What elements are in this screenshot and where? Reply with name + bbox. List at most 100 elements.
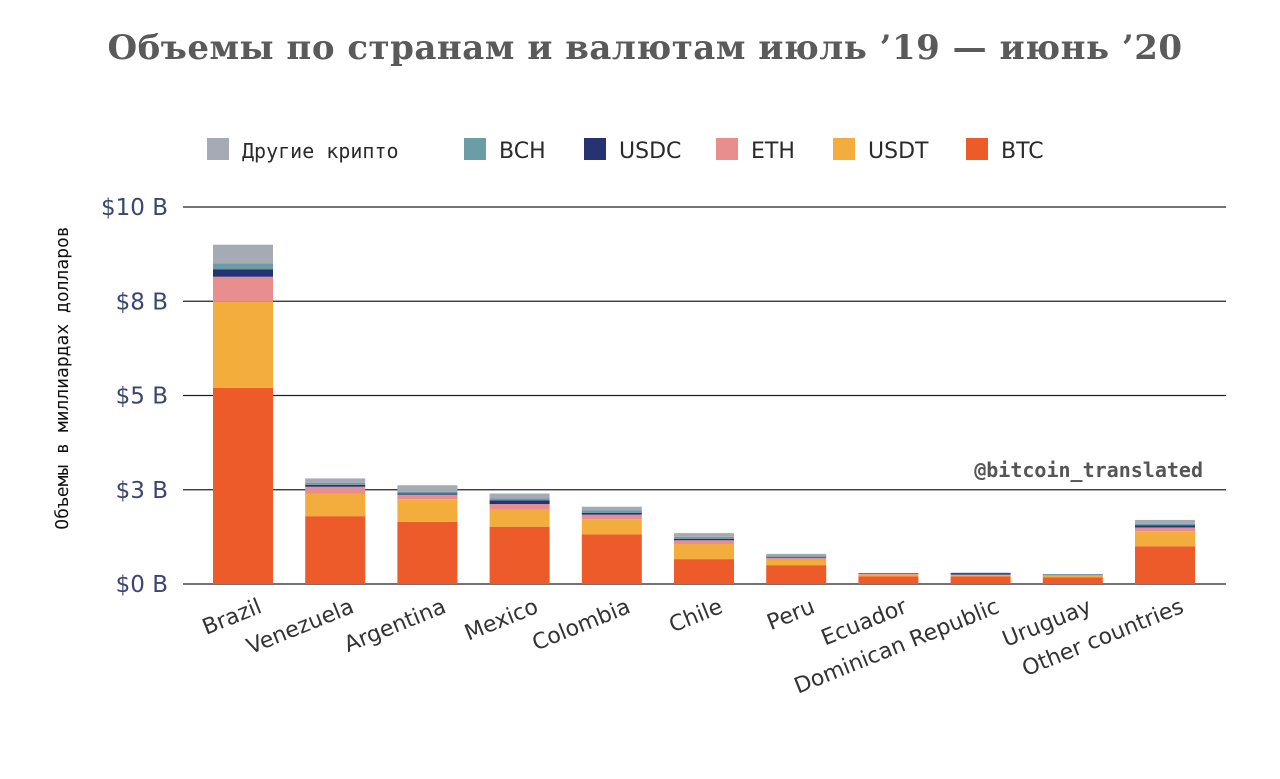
bar-segment (674, 533, 734, 537)
bar-segment (1135, 546, 1195, 584)
bar-segment (766, 565, 827, 584)
legend-label: ETH (751, 139, 795, 164)
bar-segment (397, 491, 458, 494)
bar-segment (1135, 523, 1195, 526)
bar-segment (213, 387, 273, 584)
legend-swatch (966, 138, 988, 160)
x-tick-label: Chile (666, 594, 726, 638)
legend-item: USDT (833, 138, 929, 164)
bar-segment (397, 493, 458, 495)
bar-segment (305, 516, 366, 584)
y-tick-label: $5 B (116, 384, 168, 410)
bar-segment (1135, 527, 1195, 532)
bar-segment (766, 553, 827, 556)
bar-segment (581, 519, 642, 535)
bar-stack (213, 244, 273, 584)
x-tick-label: Colombia (529, 594, 634, 656)
bar-segment (1042, 574, 1103, 576)
bar-segment (489, 504, 550, 510)
bar-segment (305, 486, 366, 494)
legend-swatch (207, 138, 229, 160)
legend-label: USDT (868, 139, 929, 164)
bar-segment (766, 557, 827, 560)
bars (213, 244, 1195, 584)
bar-segment (581, 510, 642, 513)
bar-segment (1135, 519, 1195, 524)
legend-item: BTC (966, 138, 1044, 164)
bar-segment (489, 509, 550, 527)
bar-segment (950, 574, 1011, 576)
chart-title: Объемы по странам и валютам июль ’19 — и… (107, 28, 1183, 68)
bar-segment (397, 499, 458, 522)
bar-stack (581, 506, 642, 584)
bar-segment (213, 269, 273, 277)
bar-segment (397, 485, 458, 492)
bar-segment (489, 500, 550, 505)
bar-segment (1042, 577, 1103, 584)
legend-swatch (716, 138, 738, 160)
bar-segment (489, 498, 550, 501)
bar-segment (581, 512, 642, 515)
x-tick-label: Peru (764, 594, 819, 636)
legend-label: USDC (619, 139, 681, 164)
bar-segment (858, 573, 919, 574)
legend-swatch (833, 138, 855, 160)
bar-stack (766, 553, 827, 584)
bar-segment (950, 576, 1011, 584)
bar-segment (397, 494, 458, 500)
bar-segment (489, 493, 550, 499)
bar-segment (213, 263, 273, 270)
bar-segment (950, 575, 1011, 577)
y-axis-label: Объемы в миллиардах долларов (52, 226, 73, 529)
bar-stack (950, 572, 1011, 584)
bar-stack (397, 485, 458, 584)
bar-segment (581, 514, 642, 520)
legend-label: Другие крипто (242, 139, 399, 163)
bar-segment (1042, 574, 1103, 575)
bar-segment (674, 544, 734, 560)
bar-segment (950, 573, 1011, 575)
bar-segment (1135, 525, 1195, 528)
legend-item: USDC (584, 138, 681, 164)
bar-segment (213, 244, 273, 264)
bar-stack (858, 573, 919, 584)
bar-segment (858, 576, 919, 584)
bar-segment (581, 534, 642, 584)
x-tick-label: Venezuela (243, 594, 357, 660)
bar-segment (1042, 574, 1103, 576)
bar-segment (858, 574, 919, 577)
bar-stack (305, 478, 366, 584)
bar-segment (766, 556, 827, 558)
bar-segment (674, 538, 734, 541)
watermark: @bitcoin_translated (974, 458, 1203, 482)
y-tick-label: $10 B (101, 195, 168, 221)
y-tick-label: $0 B (116, 572, 168, 598)
x-tick-label: Mexico (461, 594, 542, 646)
bar-segment (674, 540, 734, 545)
legend: Другие крипто BCH USDC ETH USDT BTC (207, 138, 1044, 164)
bar-segment (1042, 575, 1103, 578)
bar-segment (213, 276, 273, 302)
bar-stack (489, 493, 550, 584)
bar-segment (1135, 531, 1195, 547)
legend-item: BCH (464, 138, 546, 164)
legend-label: BTC (1001, 139, 1044, 164)
bar-segment (305, 482, 366, 485)
bar-segment (858, 573, 919, 574)
bar-stack (674, 533, 734, 584)
bar-segment (213, 301, 273, 388)
legend-item: ETH (716, 138, 795, 164)
bar-segment (397, 521, 458, 584)
y-tick-label: $8 B (116, 289, 168, 315)
bar-segment (766, 559, 827, 566)
bar-segment (766, 555, 827, 557)
bar-segment (950, 572, 1011, 574)
bar-stack (1042, 574, 1103, 584)
bar-segment (674, 559, 734, 584)
legend-label: BCH (499, 139, 546, 164)
bar-segment (674, 536, 734, 539)
bar-segment (858, 573, 919, 575)
legend-swatch (584, 138, 606, 160)
